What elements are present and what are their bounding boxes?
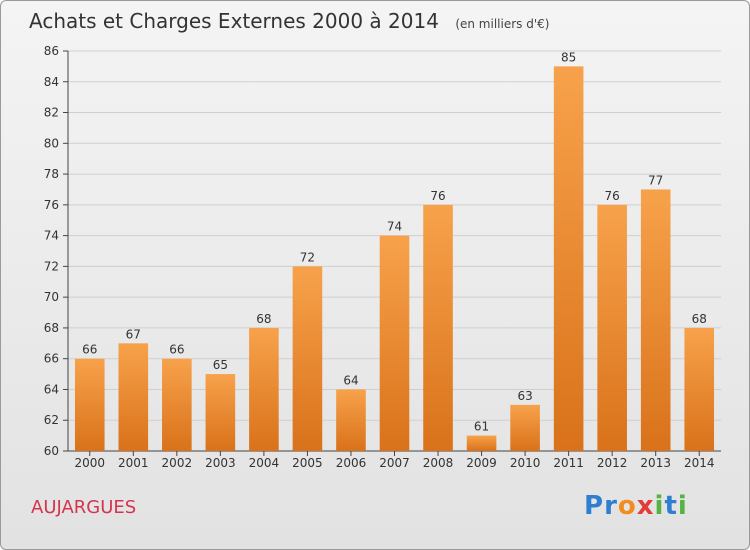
title-text: Achats et Charges Externes 2000 à 2014: [29, 9, 439, 33]
y-tick-label: 70: [44, 290, 59, 304]
bar: [597, 204, 627, 451]
chart-title: Achats et Charges Externes 2000 à 2014 (…: [29, 9, 549, 33]
data-label: 66: [169, 343, 184, 357]
data-label: 74: [387, 220, 402, 234]
bar: [74, 358, 105, 451]
bar: [292, 266, 323, 451]
logo-letter: x: [636, 491, 655, 521]
y-tick-label: 60: [44, 444, 59, 458]
bar: [379, 235, 410, 451]
logo-letter: i: [677, 491, 688, 521]
bar: [510, 404, 540, 451]
bar: [553, 66, 584, 451]
bar: [336, 389, 366, 451]
bar: [118, 343, 149, 451]
data-label: 85: [561, 50, 576, 64]
logo-letter: o: [617, 491, 637, 521]
y-tick-label: 76: [44, 198, 59, 212]
x-tick-label: 2004: [249, 456, 280, 470]
x-tick-label: 2013: [640, 456, 671, 470]
logo-letter: r: [604, 491, 618, 521]
y-tick-label: 74: [44, 229, 59, 243]
bar: [423, 204, 453, 451]
y-tick-label: 86: [44, 44, 59, 58]
x-tick-label: 2012: [597, 456, 628, 470]
x-tick-label: 2006: [336, 456, 367, 470]
logo-letter: t: [664, 491, 678, 521]
y-tick-label: 66: [44, 352, 59, 366]
data-label: 68: [256, 312, 271, 326]
data-label: 72: [300, 250, 315, 264]
y-tick-label: 84: [44, 75, 59, 89]
data-label: 61: [474, 420, 489, 434]
y-tick-label: 82: [44, 106, 59, 120]
x-tick-label: 2003: [205, 456, 236, 470]
y-tick-label: 62: [44, 413, 59, 427]
y-tick-label: 68: [44, 321, 59, 335]
x-tick-label: 2000: [74, 456, 105, 470]
logo-letter: P: [584, 491, 605, 521]
y-tick-label: 64: [44, 382, 59, 396]
data-label: 66: [82, 343, 97, 357]
data-label: 64: [343, 373, 358, 387]
bar: [640, 189, 671, 451]
data-label: 68: [692, 312, 707, 326]
data-label: 63: [517, 389, 532, 403]
x-tick-label: 2014: [684, 456, 715, 470]
data-label: 76: [605, 189, 620, 203]
x-tick-label: 2005: [292, 456, 323, 470]
y-tick-label: 78: [44, 167, 59, 181]
data-label: 76: [430, 189, 445, 203]
x-tick-label: 2009: [466, 456, 497, 470]
x-tick-label: 2007: [379, 456, 410, 470]
y-tick-label: 72: [44, 259, 59, 273]
x-tick-label: 2001: [118, 456, 149, 470]
y-tick-label: 80: [44, 136, 59, 150]
title-unit: (en milliers d'€): [455, 17, 550, 31]
data-label: 65: [213, 358, 228, 372]
bar: [466, 435, 497, 451]
logo-letter: i: [654, 491, 665, 521]
data-label: 77: [648, 173, 663, 187]
bar: [249, 327, 279, 451]
x-tick-label: 2002: [162, 456, 193, 470]
data-label: 67: [126, 327, 141, 341]
x-tick-label: 2011: [553, 456, 584, 470]
x-tick-label: 2008: [423, 456, 454, 470]
bar: [162, 358, 192, 451]
proxiti-logo: Proxiti: [584, 491, 688, 521]
commune-name: AUJARGUES: [31, 497, 137, 518]
bar: [205, 374, 236, 451]
x-tick-label: 2010: [510, 456, 541, 470]
bar: [684, 327, 715, 451]
